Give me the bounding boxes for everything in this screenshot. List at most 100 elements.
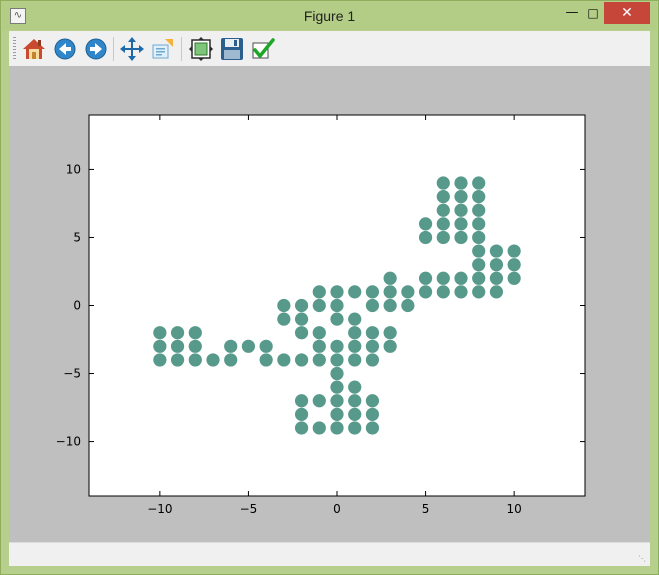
- scatter-point: [507, 258, 521, 272]
- scatter-point: [383, 285, 397, 299]
- zoom-icon: [152, 39, 173, 59]
- scatter-point: [348, 353, 362, 367]
- scatter-point: [312, 339, 326, 353]
- scatter-point: [312, 298, 326, 313]
- scatter-point: [454, 217, 468, 231]
- subplots-icon: [189, 37, 213, 61]
- y-tick-label: 0: [73, 299, 81, 313]
- window-title: Figure 1: [303, 8, 356, 24]
- scatter-point: [330, 298, 344, 313]
- scatter-point: [472, 176, 486, 190]
- scatter-point: [259, 353, 273, 367]
- scatter-point: [436, 285, 450, 299]
- scatter-point: [188, 326, 202, 340]
- home-icon: [23, 39, 45, 59]
- scatter-point: [348, 380, 362, 394]
- toolbar-grip[interactable]: [13, 37, 16, 61]
- scatter-point: [436, 271, 450, 285]
- scatter-point: [472, 190, 486, 204]
- scatter-point: [472, 258, 486, 272]
- scatter-point: [401, 298, 415, 313]
- scatter-point: [330, 380, 344, 394]
- scatter-point: [472, 271, 486, 285]
- scatter-point: [472, 217, 486, 231]
- scatter-point: [277, 298, 291, 313]
- scatter-point: [170, 326, 185, 340]
- scatter-point: [436, 217, 450, 231]
- scatter-point: [170, 339, 185, 353]
- minimize-button[interactable]: —: [565, 5, 579, 20]
- scatter-point: [472, 244, 486, 258]
- title-bar[interactable]: ∿ Figure 1 — □ ✕: [2, 2, 657, 30]
- back-button[interactable]: [52, 36, 78, 62]
- edit-check-icon: [252, 38, 275, 59]
- figure-client-area: −10 −5 0 5 10 −10 −5 0 5 10 ⋱: [9, 31, 650, 566]
- scatter-point: [436, 176, 450, 190]
- x-tick-label: −5: [240, 502, 258, 516]
- scatter-point: [365, 407, 380, 421]
- scatter-point: [294, 326, 309, 340]
- scatter-point: [330, 366, 344, 381]
- scatter-point: [507, 244, 521, 258]
- y-tick-label: 5: [73, 230, 81, 244]
- scatter-point: [294, 298, 309, 313]
- scatter-point: [472, 203, 486, 217]
- scatter-point: [224, 353, 238, 367]
- scatter-point: [294, 312, 309, 326]
- y-tick-label: −5: [63, 367, 81, 381]
- scatter-point: [418, 217, 433, 231]
- scatter-point: [330, 394, 344, 408]
- scatter-plot[interactable]: −10 −5 0 5 10 −10 −5 0 5 10: [9, 66, 650, 542]
- scatter-point: [348, 285, 362, 299]
- forward-button[interactable]: [83, 36, 109, 62]
- maximize-button[interactable]: □: [587, 6, 599, 20]
- edit-parameters-button[interactable]: [250, 36, 276, 62]
- scatter-point: [153, 353, 167, 367]
- scatter-point: [294, 421, 309, 435]
- subplots-button[interactable]: [188, 36, 214, 62]
- close-button[interactable]: ✕: [604, 2, 650, 24]
- scatter-point: [348, 312, 362, 326]
- scatter-point: [365, 326, 380, 340]
- save-icon: [221, 38, 243, 60]
- scatter-point: [259, 339, 273, 353]
- scatter-point: [489, 258, 504, 272]
- scatter-point: [188, 353, 202, 367]
- scatter-point: [348, 339, 362, 353]
- size-grip[interactable]: ⋱: [638, 554, 646, 563]
- axes-frame: [88, 114, 586, 497]
- figure-canvas[interactable]: −10 −5 0 5 10 −10 −5 0 5 10: [9, 66, 650, 542]
- scatter-point: [436, 190, 450, 204]
- scatter-point: [312, 421, 326, 435]
- scatter-point: [312, 353, 326, 367]
- scatter-point: [312, 326, 326, 340]
- scatter-point: [418, 271, 433, 285]
- scatter-point: [277, 312, 291, 326]
- save-button[interactable]: [219, 36, 245, 62]
- scatter-point: [330, 407, 344, 421]
- pan-button[interactable]: [119, 36, 145, 62]
- scatter-point: [348, 394, 362, 408]
- navigation-toolbar: [9, 31, 650, 66]
- toolbar-separator: [113, 37, 114, 61]
- back-icon: [54, 38, 76, 60]
- scatter-point: [206, 353, 220, 367]
- figure-app-icon[interactable]: ∿: [10, 8, 26, 24]
- scatter-point: [348, 407, 362, 421]
- scatter-point: [454, 285, 468, 299]
- scatter-point: [401, 285, 415, 299]
- scatter-point: [241, 339, 256, 353]
- scatter-point: [188, 339, 202, 353]
- y-tick-label: −10: [56, 435, 81, 449]
- scatter-point: [312, 285, 326, 299]
- scatter-point: [330, 421, 344, 435]
- x-tick-label: 10: [507, 502, 522, 516]
- scatter-point: [436, 203, 450, 217]
- scatter-point: [489, 244, 504, 258]
- scatter-point: [472, 285, 486, 299]
- scatter-point: [418, 285, 433, 299]
- home-button[interactable]: [21, 36, 47, 62]
- scatter-point: [454, 230, 468, 245]
- zoom-button[interactable]: [150, 36, 176, 62]
